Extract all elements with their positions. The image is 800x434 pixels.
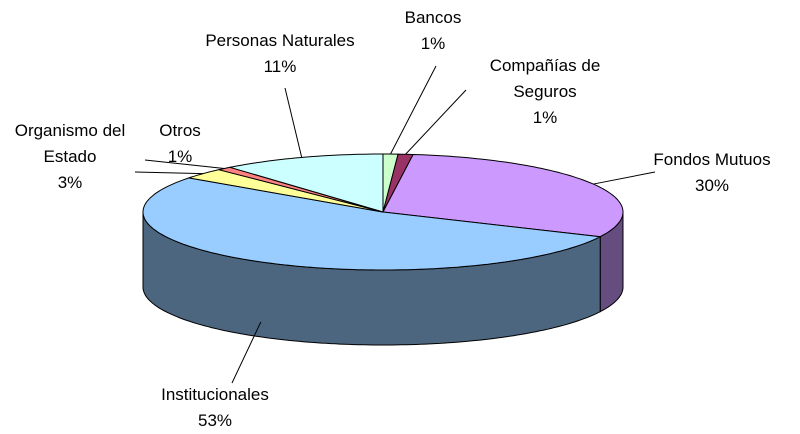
leader-line: [144, 159, 225, 169]
value-label: 53%: [197, 411, 233, 430]
slice-label: Bancos 1%: [388, 5, 478, 57]
slice: [142, 177, 602, 271]
value-label: 3%: [57, 173, 83, 192]
category-name: Bancos: [404, 8, 462, 27]
value-label: 1%: [420, 34, 446, 53]
slice-label: Otros 1%: [150, 118, 210, 170]
slice-label: Organismo del Estado 3%: [5, 118, 135, 196]
value-label: 1%: [532, 108, 558, 127]
category-name: Organismo del Estado: [14, 121, 126, 166]
leader-line: [593, 171, 656, 185]
slice-label: Fondos Mutuos 30%: [647, 147, 777, 199]
slice-label: Compañías de Seguros 1%: [470, 53, 620, 131]
category-name: Fondos Mutuos: [653, 150, 771, 169]
leader-line: [390, 65, 437, 155]
leader-line: [405, 89, 467, 155]
category-name: Institucionales: [161, 385, 269, 404]
category-name: Compañías de Seguros: [489, 56, 601, 101]
leader-line: [134, 171, 203, 175]
value-label: 30%: [694, 176, 730, 195]
leader-line: [231, 321, 262, 384]
slice: [188, 169, 384, 213]
slice-label: Personas Naturales 11%: [180, 28, 380, 80]
leader-line: [284, 87, 303, 158]
slice-label: Institucionales 53%: [140, 382, 290, 434]
category-name: Personas Naturales: [205, 31, 355, 50]
category-name: Otros: [159, 121, 201, 140]
value-label: 1%: [167, 147, 193, 166]
value-label: 11%: [263, 57, 297, 76]
